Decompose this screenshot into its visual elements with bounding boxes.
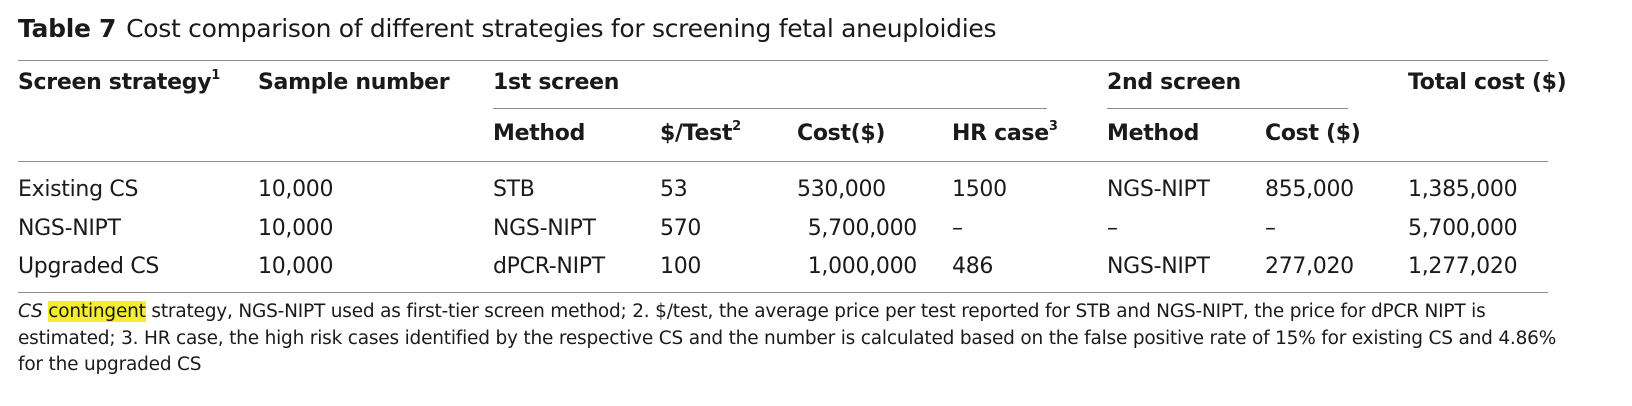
row3-method2: NGS-NIPT [1107, 254, 1210, 279]
header-method-second: Method [1107, 121, 1200, 146]
header-hr-case: HR case3 [952, 119, 1058, 146]
row3-samples: 10,000 [258, 254, 334, 279]
row1-samples: 10,000 [258, 177, 334, 202]
header-bottom-rule [18, 161, 1548, 162]
row2-cost1: 5,700,000 [807, 216, 918, 241]
table-title: Cost comparison of different strategies … [126, 14, 997, 43]
row2-total: 5,700,000 [1408, 216, 1518, 241]
header-method-first: Method [493, 121, 586, 146]
row3-hr: 486 [952, 254, 994, 279]
row1-hr: 1500 [952, 177, 1007, 202]
row2-method2: – [1107, 216, 1118, 241]
footnote-text: strategy, NGS-NIPT used as first-tier sc… [18, 301, 1557, 375]
header-total-cost: Total cost ($) [1408, 70, 1567, 95]
header-cost-second: Cost ($) [1265, 121, 1361, 146]
row1-cost2: 855,000 [1265, 177, 1354, 202]
row3-per-test: 100 [660, 254, 702, 279]
row2-hr: – [952, 216, 963, 241]
header-second-screen: 2nd screen [1107, 70, 1241, 95]
footnote-cs-abbrev: CS [18, 301, 43, 322]
row2-strategy: NGS-NIPT [18, 216, 121, 241]
header-sample-number: Sample number [258, 70, 450, 95]
header-first-screen: 1st screen [493, 70, 620, 95]
top-rule [18, 60, 1548, 61]
first-screen-underline [493, 108, 1047, 109]
row3-strategy: Upgraded CS [18, 254, 160, 279]
second-screen-underline [1107, 108, 1348, 109]
table-label: Table 7 [18, 14, 117, 43]
row1-cost1: 530,000 [797, 177, 886, 202]
row1-per-test: 53 [660, 177, 688, 202]
row3-cost2: 277,020 [1265, 254, 1354, 279]
row1-method1: STB [493, 177, 535, 202]
table-bottom-rule [18, 292, 1548, 293]
row1-total: 1,385,000 [1408, 177, 1518, 202]
row3-method1: dPCR-NIPT [493, 254, 605, 279]
row2-method1: NGS-NIPT [493, 216, 596, 241]
row2-cost2: – [1265, 216, 1276, 241]
row3-total: 1,277,020 [1408, 254, 1518, 279]
row2-samples: 10,000 [258, 216, 334, 241]
table-caption: Table 7 Cost comparison of different stra… [18, 14, 997, 43]
header-per-test: $/Test2 [660, 119, 741, 146]
row2-per-test: 570 [660, 216, 702, 241]
table-footnote: CS contingent strategy, NGS-NIPT used as… [18, 299, 1563, 379]
header-cost-first: Cost($) [797, 121, 886, 146]
row3-cost1: 1,000,000 [807, 254, 918, 279]
header-screen-strategy: Screen strategy1 [18, 68, 220, 95]
footnote-highlight: contingent [48, 301, 146, 322]
row1-method2: NGS-NIPT [1107, 177, 1210, 202]
row1-strategy: Existing CS [18, 177, 139, 202]
